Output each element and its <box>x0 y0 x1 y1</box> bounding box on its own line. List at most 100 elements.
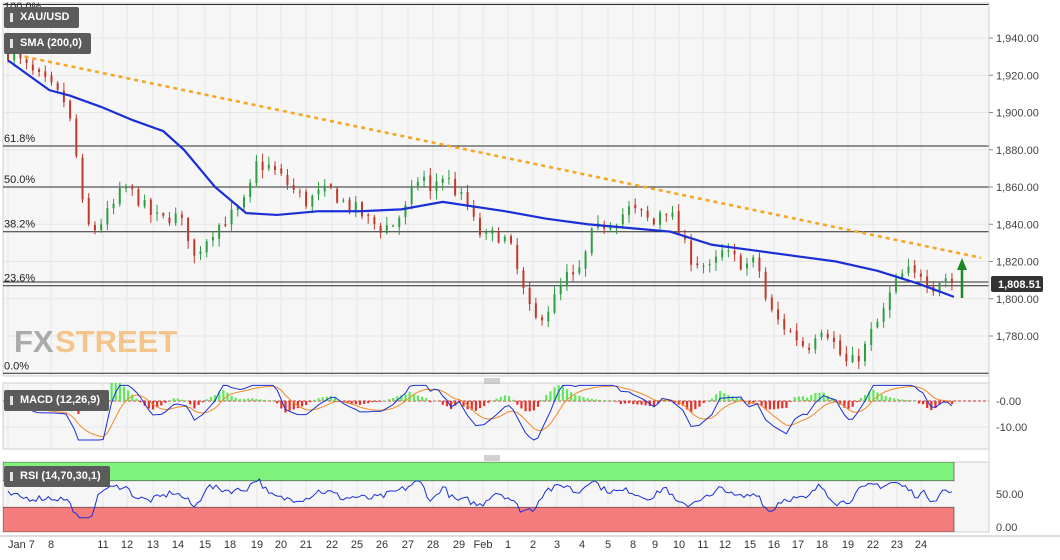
x-tick-label: 12 <box>719 539 731 551</box>
sma-indicator-tag[interactable]: SMA (200,0) <box>4 33 91 54</box>
x-tick-label: 11 <box>97 539 108 551</box>
candle-bull <box>211 237 214 241</box>
rsi-oversold-zone <box>3 506 955 532</box>
macd-histogram-bar <box>830 397 834 401</box>
macd-histogram-bar <box>247 398 250 401</box>
macd-histogram-bar <box>276 401 279 404</box>
candle-bear <box>454 178 457 196</box>
macd-histogram-bar <box>719 390 722 401</box>
watermark-street: STREET <box>55 324 177 359</box>
macd-histogram-bar <box>656 401 660 404</box>
macd-panel-bg <box>2 382 990 450</box>
candle-bull <box>100 224 103 231</box>
candle-bear <box>56 83 59 90</box>
candle-bull <box>323 185 326 192</box>
candle-bear <box>379 225 382 233</box>
candle-bear <box>87 197 90 225</box>
macd-histogram-bar <box>201 401 204 403</box>
macd-histogram-bar <box>781 401 784 409</box>
macd-histogram-bar <box>777 401 780 409</box>
x-tick-label: 1 <box>505 539 511 551</box>
candle-bear <box>25 59 28 64</box>
candle-bull <box>249 182 252 197</box>
candle-bull <box>255 161 258 184</box>
macd-histogram-bar <box>553 387 556 401</box>
candle-bull <box>714 256 717 263</box>
macd-histogram-bar <box>325 396 328 401</box>
macd-histogram-bar <box>628 401 631 404</box>
candle-bull <box>447 177 450 179</box>
macd-histogram-bar <box>917 401 921 404</box>
candle-bear <box>50 75 53 83</box>
macd-histogram-bar <box>433 400 436 402</box>
y-tick-label: 1,820.00 <box>996 257 1039 269</box>
fib-level-label: 0.0% <box>4 360 29 372</box>
macd-histogram-bar <box>884 396 887 401</box>
candle-bull <box>553 294 556 313</box>
symbol-tag[interactable]: XAU/USD <box>4 7 79 28</box>
candle-bear <box>522 270 525 289</box>
candle-bull <box>423 176 426 181</box>
macd-histogram-bar <box>760 401 763 407</box>
macd-histogram-bar <box>590 398 593 401</box>
macd-histogram-bar <box>636 401 639 405</box>
candle-bull <box>503 236 506 242</box>
candle-bull <box>907 266 910 273</box>
y-tick-label: 1,920.00 <box>996 70 1039 82</box>
candle-bull <box>485 232 488 234</box>
macd-histogram-bar <box>127 390 130 401</box>
x-tick-label: 17 <box>792 539 804 551</box>
candle-bull <box>218 224 221 239</box>
macd-histogram-bar <box>549 391 552 401</box>
candle-bull <box>236 206 239 211</box>
macd-histogram-bar <box>557 385 560 401</box>
candle-bear <box>808 347 811 350</box>
macd-histogram-bar <box>383 400 386 401</box>
macd-histogram-bar <box>843 401 846 408</box>
watermark-fx: FX <box>14 324 54 359</box>
macd-histogram-bar <box>185 400 188 402</box>
candle-bear <box>298 191 301 193</box>
y-tick-label: 1,900.00 <box>996 108 1039 120</box>
candle-bear <box>280 168 283 174</box>
rsi-indicator-tag[interactable]: RSI (14,70,30,1) <box>4 466 110 487</box>
macd-line <box>7 384 953 441</box>
candle-bear <box>801 340 804 347</box>
candle-bear <box>31 64 34 71</box>
candle-bear <box>510 236 513 244</box>
macd-histogram-bar <box>897 398 900 401</box>
rsi-overbought-zone <box>3 462 955 482</box>
macd-histogram-bar <box>271 400 275 401</box>
candle-bear <box>180 214 183 218</box>
macd-histogram-bar <box>151 401 155 410</box>
macd-histogram-bar <box>218 391 221 401</box>
macd-histogram-bar <box>242 399 246 401</box>
candle-bull <box>156 212 159 214</box>
macd-histogram-bar <box>768 401 771 410</box>
macd-histogram-bar <box>681 401 685 406</box>
macd-histogram-bar <box>859 398 863 401</box>
candle-bull <box>870 329 873 346</box>
candle-bull <box>205 241 208 253</box>
x-tick-label: 16 <box>768 539 780 551</box>
macd-histogram-bar <box>814 392 817 401</box>
candle-bull <box>895 278 898 292</box>
macd-histogram-bar <box>863 394 867 401</box>
macd-indicator-tag[interactable]: MACD (12,26,9) <box>4 390 110 411</box>
macd-histogram-bar <box>756 401 759 402</box>
candle-bull <box>659 212 662 225</box>
candle-bear <box>62 90 65 103</box>
candle-bull <box>752 257 755 263</box>
macd-histogram-bar <box>118 383 121 401</box>
macd-histogram-bar <box>772 401 776 410</box>
current-price-text: 1,808.51 <box>998 279 1041 291</box>
macd-histogram-bar <box>872 389 875 401</box>
candle-bear <box>857 355 860 362</box>
up-arrow-icon <box>957 258 967 298</box>
x-tick-label: 13 <box>147 539 159 551</box>
macd-histogram-bar <box>156 401 159 408</box>
x-tick-label: 22 <box>867 539 879 551</box>
candle-bull <box>410 185 413 205</box>
macd-histogram-bar <box>379 401 382 402</box>
macd-histogram-bar <box>404 394 407 401</box>
